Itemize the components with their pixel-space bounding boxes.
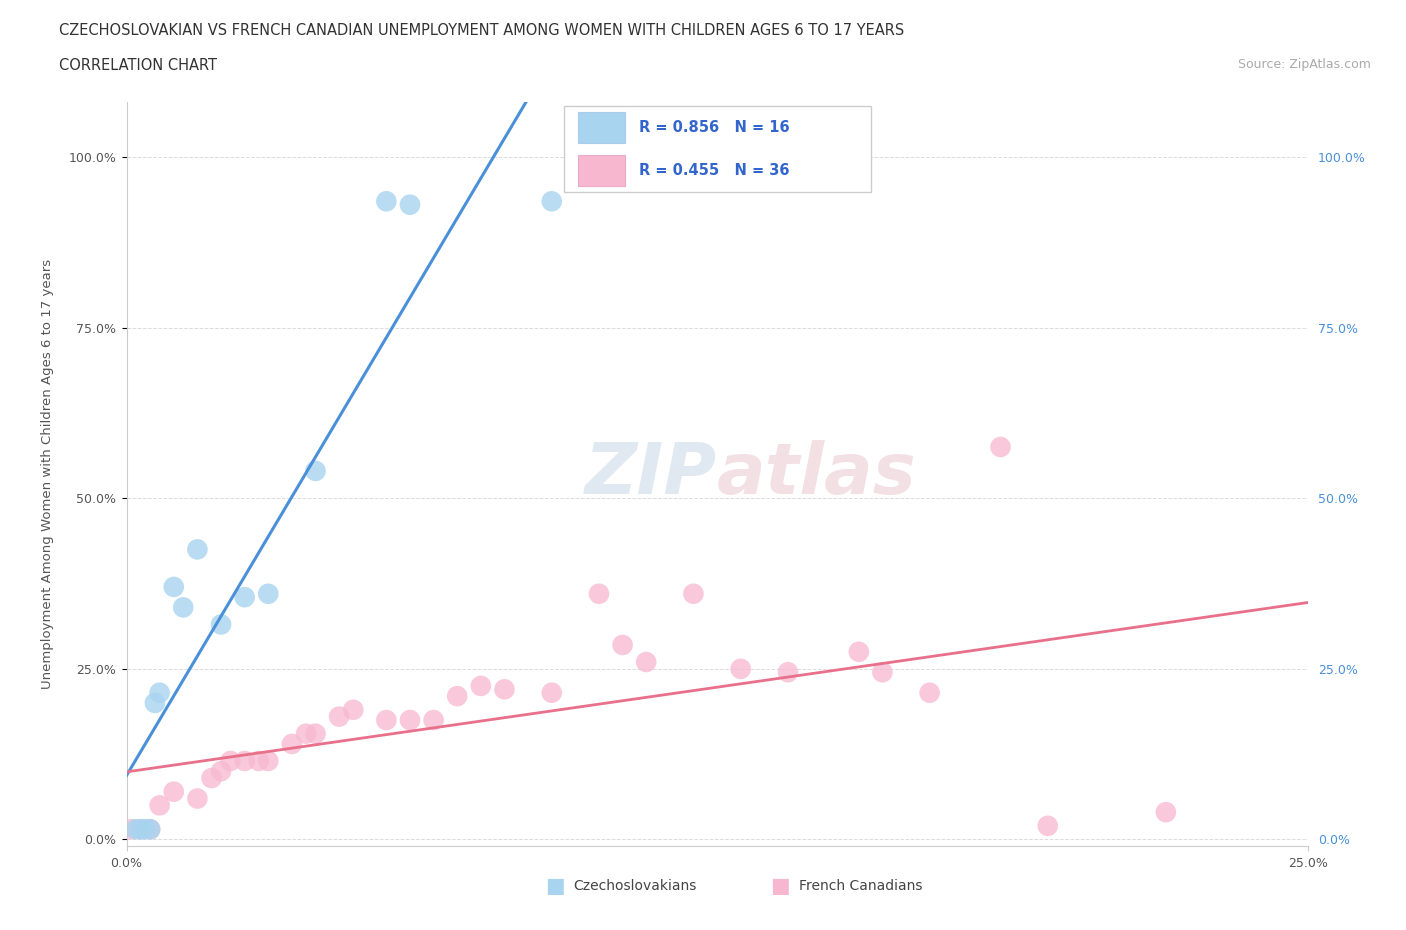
Point [730,661,752,676]
Point [470,679,492,694]
Text: CZECHOSLOVAKIAN VS FRENCH CANADIAN UNEMPLOYMENT AMONG WOMEN WITH CHILDREN AGES 6: CZECHOSLOVAKIAN VS FRENCH CANADIAN UNEMP… [59,23,904,38]
Point [612,637,634,652]
Point [304,726,326,741]
Point [163,784,186,799]
Text: Czechoslovakians: Czechoslovakians [574,879,697,894]
Text: atlas: atlas [717,440,917,509]
Text: CORRELATION CHART: CORRELATION CHART [59,58,217,73]
Point [149,798,172,813]
Text: Source: ZipAtlas.com: Source: ZipAtlas.com [1237,58,1371,71]
Point [540,685,562,700]
Point [588,586,610,601]
FancyBboxPatch shape [564,106,870,192]
Point [134,822,156,837]
Point [399,712,422,727]
Point [209,617,232,631]
Bar [578,154,624,186]
Point [186,791,208,806]
Point [918,685,941,700]
Point [219,753,242,768]
Point [328,710,350,724]
Point [120,822,142,837]
Bar [578,112,624,143]
Text: R = 0.856   N = 16: R = 0.856 N = 16 [640,120,790,135]
Point [257,753,280,768]
Text: ZIP: ZIP [585,440,717,509]
Text: ■: ■ [770,876,790,897]
Point [375,193,398,208]
Point [636,655,658,670]
Point [281,737,304,751]
Point [295,726,318,741]
Point [139,822,162,837]
Point [872,665,894,680]
Point [342,702,364,717]
Point [200,771,222,786]
Point [129,822,152,837]
Point [494,682,516,697]
Point [209,764,232,778]
Point [304,463,326,478]
Point [247,753,270,768]
Point [143,696,166,711]
Point [186,542,208,557]
Point [163,579,186,594]
Point [1036,818,1059,833]
Text: R = 0.455   N = 36: R = 0.455 N = 36 [640,163,790,178]
Point [422,712,444,727]
Point [233,753,256,768]
Point [776,665,799,680]
Point [446,689,468,704]
Point [990,440,1012,455]
Point [129,822,152,837]
Text: ■: ■ [546,876,565,897]
Point [682,586,704,601]
Point [375,712,398,727]
Point [139,822,162,837]
Point [172,600,194,615]
Point [540,193,562,208]
Point [848,644,870,659]
Point [1154,804,1177,819]
Point [399,197,422,212]
Text: French Canadians: French Canadians [799,879,922,894]
Point [257,586,280,601]
Point [125,822,148,837]
Y-axis label: Unemployment Among Women with Children Ages 6 to 17 years: Unemployment Among Women with Children A… [41,259,55,689]
Point [149,685,172,700]
Point [233,590,256,604]
